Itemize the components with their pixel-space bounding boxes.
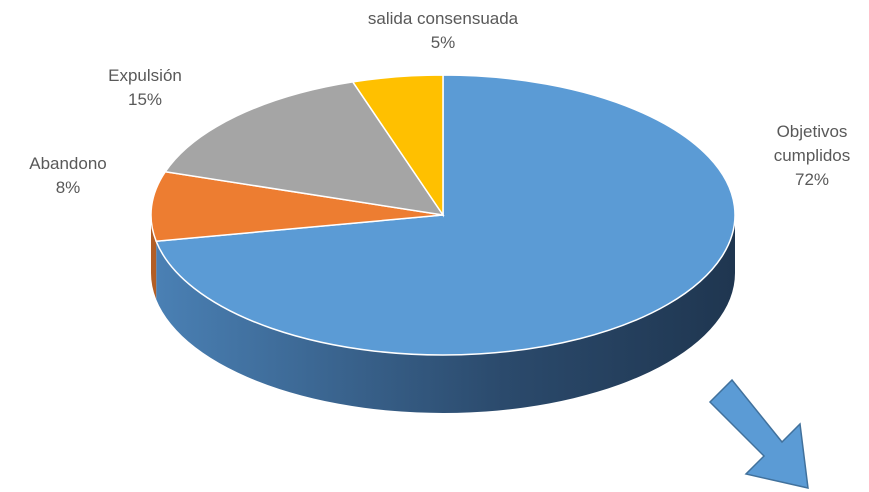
arrow: [708, 378, 809, 489]
slice: [351, 74, 444, 218]
data-label: salida consensuada 5%: [333, 7, 553, 55]
slice-side: [151, 215, 157, 300]
data-label: Objetivos cumplidos 72%: [762, 120, 862, 192]
data-label: Expulsión 15%: [85, 64, 205, 112]
slice: [150, 170, 444, 243]
data-label: Abandono 8%: [8, 152, 128, 200]
slice: [164, 81, 445, 217]
value-label: 72%: [794, 170, 830, 189]
value-label: 8%: [55, 178, 81, 197]
category-label: Abandono: [29, 154, 107, 173]
category-label: Expulsión: [108, 66, 182, 85]
slice: [155, 74, 736, 356]
category-label: Objetivos cumplidos: [773, 122, 851, 165]
value-label: 5%: [430, 33, 456, 52]
value-label: 15%: [127, 90, 163, 109]
slice-side: [156, 215, 735, 413]
category-label: salida consensuada: [367, 9, 519, 28]
